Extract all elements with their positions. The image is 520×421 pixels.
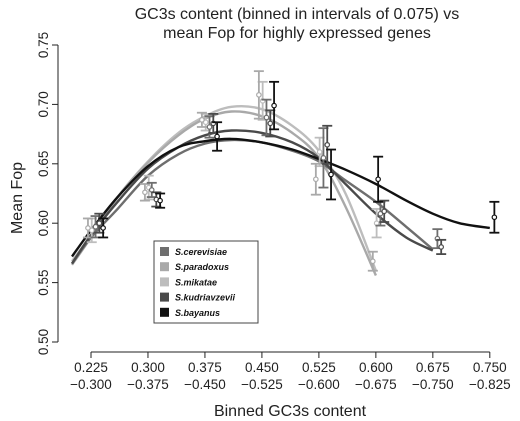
legend-swatch-bayanus [160, 307, 169, 317]
legend-box [153, 240, 259, 324]
legend-swatch-kudriavzevii [160, 292, 169, 302]
x-axis-label: Binned GC3s content [214, 403, 367, 420]
x-tick-label-bottom: −0.825 [469, 377, 511, 392]
y-tick-label: 0.50 [36, 329, 51, 355]
legend-label-cerevisiae: S.cerevisiae [175, 247, 227, 257]
chart-title-line-1: GC3s content (binned in intervals of 0.0… [135, 6, 460, 23]
point-bayanus [214, 133, 220, 140]
x-tick-label-top: 0.600 [359, 360, 393, 375]
point-kudriavzevii [96, 220, 103, 227]
point-paradoxus [85, 225, 91, 231]
y-tick-label: 0.60 [36, 210, 51, 236]
x-axis: 0.225 −0.300 0.300 −0.375 0.375 −0.450 0.450 −0… [70, 351, 511, 392]
legend-swatch-cerevisiae [160, 247, 169, 256]
point-bayanus [271, 102, 277, 109]
legend-label-bayanus: S.bayanus [175, 308, 220, 318]
x-tick-label-bottom: −0.525 [241, 377, 283, 392]
point-paradoxus [256, 92, 262, 98]
x-tick-label-top: 0.750 [473, 360, 507, 375]
x-tick-label-top: 0.375 [188, 360, 222, 375]
y-axis-label: Mean Fop [9, 162, 26, 234]
chart-title-line-2: mean Fop for highly expressed genes [163, 25, 431, 42]
point-cerevisiae [320, 155, 327, 161]
point-paradoxus [199, 117, 205, 123]
point-kudriavzevii [438, 244, 444, 250]
legend-label-kudriavzevii: S.kudriavzevii [175, 293, 236, 303]
point-bayanus [491, 214, 498, 221]
point-cerevisiae [92, 223, 99, 230]
point-mikatae [202, 119, 209, 126]
x-tick-label-bottom: −0.300 [70, 377, 112, 392]
point-bayanus [375, 176, 381, 183]
x-tick-label-bottom: −0.750 [412, 377, 454, 392]
point-cerevisiae [206, 124, 213, 130]
y-tick-label: 0.65 [36, 151, 51, 177]
y-tick-label: 0.70 [36, 91, 51, 117]
point-paradoxus [313, 176, 319, 183]
point-kudriavzevii [381, 208, 388, 215]
y-tick-label: 0.75 [36, 32, 51, 58]
point-bayanus [100, 225, 106, 231]
x-tick-label-bottom: −0.450 [184, 377, 226, 392]
x-tick-label-top: 0.225 [74, 360, 108, 375]
point-cerevisiae [263, 114, 270, 121]
point-bayanus [328, 171, 334, 178]
y-axis: 0.50 0.55 0.60 0.65 0.70 0.75 [36, 32, 59, 355]
point-mikatae [88, 227, 95, 234]
legend: S.cerevisiae S.paradoxus S.mikatae S.kudria… [153, 240, 259, 324]
legend-swatch-mikatae [160, 277, 169, 287]
point-mikatae [316, 149, 323, 155]
point-cerevisiae [377, 210, 384, 217]
x-tick-label-top: 0.675 [416, 360, 450, 375]
fitted-curves [71, 104, 490, 276]
legend-swatch-paradoxus [160, 262, 169, 272]
legend-label-paradoxus: S.paradoxus [175, 262, 229, 272]
x-tick-label-bottom: −0.375 [127, 377, 169, 392]
x-tick-label-bottom: −0.600 [298, 377, 340, 392]
y-tick-label: 0.55 [36, 269, 51, 295]
data-points [82, 70, 500, 272]
point-kudriavzevii [324, 141, 331, 148]
x-tick-label-top: 0.300 [131, 360, 165, 375]
x-tick-label-top: 0.450 [245, 360, 279, 375]
point-paradoxus [370, 258, 376, 265]
curve-bayanus [71, 137, 490, 258]
point-kudriavzevii [267, 120, 274, 127]
point-bayanus [157, 197, 163, 204]
point-paradoxus [142, 189, 148, 196]
curve-kudriavzevii [71, 129, 434, 265]
legend-label-mikatae: S.mikatae [175, 277, 217, 287]
x-tick-label-top: 0.525 [302, 360, 336, 375]
x-tick-label-bottom: −0.675 [355, 377, 397, 392]
